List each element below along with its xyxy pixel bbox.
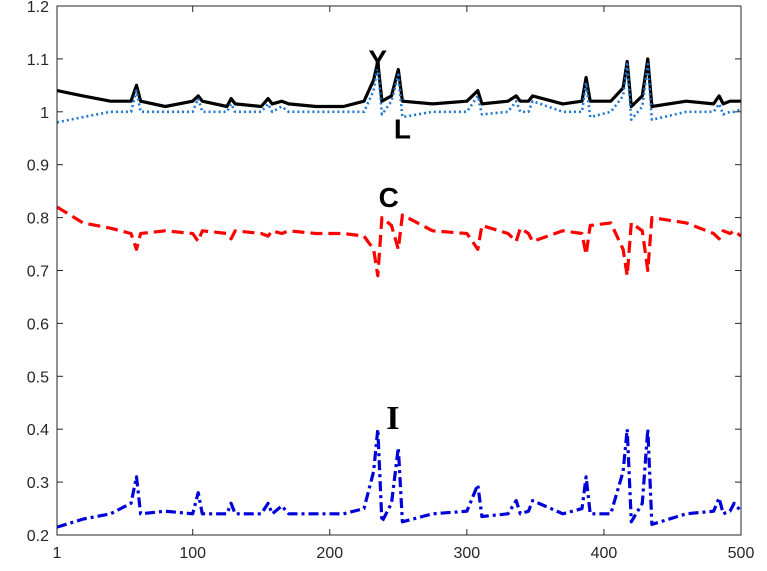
- y-tick-label: 0.9: [27, 158, 49, 175]
- y-tick-label: 0.2: [27, 528, 49, 545]
- annotation-group: Y L C I: [368, 44, 411, 437]
- y-tick-label: 0.4: [27, 422, 49, 439]
- y-tick-label: 0.6: [27, 316, 49, 333]
- series-line-y: [56, 57, 741, 109]
- y-tick-label: 0.3: [27, 475, 49, 492]
- series-line-l: [56, 62, 742, 124]
- y-tick-label: 0.8: [27, 211, 49, 228]
- series-annotation-l: L: [394, 113, 411, 144]
- y-tick-label: 1.1: [27, 52, 49, 69]
- x-tick-label: 200: [316, 545, 343, 562]
- y-tick-label: 1.2: [27, 0, 49, 16]
- series-line-c: [56, 205, 742, 278]
- x-tick-label: 400: [591, 545, 618, 562]
- x-tick-label: 500: [728, 545, 755, 562]
- series-annotation-i: I: [386, 400, 399, 437]
- axes-group: 0.2 0.3 0.4 0.5 0.6 0.7 0.8 0.9 1 1.1 1.2 1 100 200 30…: [27, 0, 755, 562]
- x-tick-label: 300: [454, 545, 481, 562]
- y-tick-label: 0.7: [27, 264, 49, 281]
- y-tick-label: 1: [40, 105, 49, 122]
- series-annotation-c: C: [379, 182, 399, 213]
- x-tick-label: 100: [179, 545, 206, 562]
- series-line-i: [56, 427, 743, 529]
- y-tick-label: 0.5: [27, 369, 49, 386]
- series-group: [56, 57, 743, 529]
- x-tick-label: 1: [53, 545, 62, 562]
- series-annotation-y: Y: [368, 44, 387, 75]
